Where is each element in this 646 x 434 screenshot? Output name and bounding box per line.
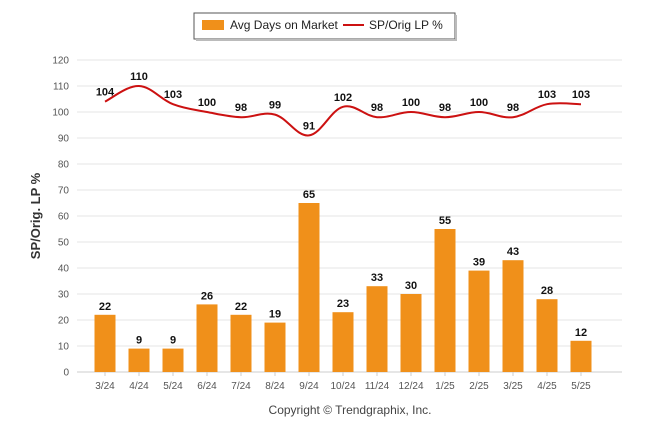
bar — [468, 270, 490, 372]
y-tick-label: 80 — [58, 160, 70, 171]
bar-data-label: 23 — [337, 298, 349, 310]
y-tick-label: 30 — [58, 290, 70, 301]
line-series — [104, 84, 582, 137]
line-data-label: 103 — [538, 89, 556, 101]
y-axis-title: SP/Orig. LP % — [28, 172, 43, 259]
x-tick-label: 11/24 — [365, 381, 390, 392]
y-tick-label: 0 — [63, 368, 69, 379]
bar-data-label: 12 — [575, 327, 587, 339]
bar — [298, 203, 320, 372]
x-tick-label: 3/24 — [95, 381, 115, 392]
legend: Avg Days on Market SP/Orig LP % — [193, 12, 457, 41]
x-tick-label: 5/25 — [571, 381, 591, 392]
y-tick-label: 20 — [58, 316, 70, 327]
x-tick-label: 6/24 — [197, 381, 217, 392]
bar-data-label: 9 — [170, 335, 176, 347]
x-tick-label: 8/24 — [265, 381, 285, 392]
line-data-label: 103 — [572, 89, 590, 101]
bar — [264, 322, 286, 372]
x-tick-label: 2/25 — [469, 381, 489, 392]
bar-data-labels: 22 9 9 26 22 19 65 23 33 30 55 39 43 28 12 — [99, 189, 587, 347]
bar-data-label: 33 — [371, 272, 383, 284]
bar-data-label: 22 — [235, 301, 247, 313]
line-data-label: 99 — [269, 100, 281, 112]
bar-series — [94, 203, 592, 372]
x-tick-label: 9/24 — [299, 381, 319, 392]
y-tick-label: 100 — [52, 108, 69, 119]
line-data-label: 102 — [334, 92, 352, 104]
bar — [94, 314, 116, 372]
legend-bar-swatch — [202, 20, 224, 30]
y-tick-label: 120 — [52, 56, 69, 67]
y-tick-label: 110 — [53, 82, 69, 93]
line-data-label: 98 — [235, 102, 247, 114]
line-data-label: 98 — [371, 102, 383, 114]
line-data-label: 91 — [303, 120, 315, 132]
x-tick-label: 7/24 — [231, 381, 251, 392]
legend-shadow — [196, 39, 457, 41]
bar — [230, 314, 252, 372]
bar-data-label: 39 — [473, 257, 485, 269]
legend-box — [193, 12, 456, 40]
x-axis-ticks: 3/24 4/24 5/24 6/24 7/24 8/24 9/24 10/24 11/24 12… — [95, 372, 591, 392]
y-tick-label: 50 — [58, 238, 70, 249]
x-tick-label: 1/25 — [435, 381, 455, 392]
bar — [502, 260, 524, 372]
bar-data-label: 28 — [541, 285, 553, 297]
x-tick-label: 10/24 — [330, 381, 355, 392]
bar-data-label: 22 — [99, 301, 111, 313]
bar-data-label: 65 — [303, 189, 315, 201]
x-tick-label: 4/24 — [129, 381, 149, 392]
bar-data-label: 26 — [201, 290, 213, 302]
bar-data-label: 43 — [507, 246, 519, 258]
line-data-label: 98 — [507, 102, 519, 114]
line-data-label: 100 — [470, 97, 488, 109]
bar — [570, 340, 592, 372]
line-data-label: 110 — [130, 71, 148, 83]
bar — [162, 348, 184, 372]
x-tick-label: 4/25 — [537, 381, 557, 392]
bar — [536, 299, 558, 372]
bar-data-label: 55 — [439, 215, 451, 227]
line-data-label: 100 — [402, 97, 420, 109]
bar — [128, 348, 150, 372]
legend-shadow-side — [455, 15, 457, 41]
x-tick-label: 12/24 — [398, 381, 423, 392]
y-tick-label: 90 — [58, 134, 70, 145]
line-path — [104, 84, 582, 137]
bar-data-label: 19 — [269, 309, 281, 321]
y-tick-label: 10 — [58, 342, 70, 353]
bar — [434, 229, 456, 372]
bar — [366, 286, 388, 372]
line-data-label: 103 — [164, 89, 182, 101]
y-axis-ticks: 0 10 20 30 40 50 60 70 80 90 100 110 120 — [52, 56, 69, 379]
line-data-label: 98 — [439, 102, 451, 114]
bar — [196, 304, 218, 372]
y-tick-label: 40 — [58, 264, 70, 275]
bar — [400, 294, 422, 372]
bar — [332, 312, 354, 372]
copyright-footer: Copyright © Trendgraphix, Inc. — [269, 403, 432, 417]
bar-data-label: 30 — [405, 280, 417, 292]
line-data-label: 100 — [198, 97, 216, 109]
y-tick-label: 70 — [58, 186, 70, 197]
bar-data-label: 9 — [136, 335, 142, 347]
line-data-label: 104 — [96, 87, 115, 99]
y-tick-label: 60 — [58, 212, 70, 223]
x-tick-label: 5/24 — [163, 381, 183, 392]
x-tick-label: 3/25 — [503, 381, 523, 392]
legend-line-label: SP/Orig LP % — [369, 18, 443, 32]
legend-bar-label: Avg Days on Market — [230, 18, 338, 32]
line-data-labels: 104 110 103 100 98 99 91 102 98 100 98 100 98 103 103 — [96, 71, 590, 132]
